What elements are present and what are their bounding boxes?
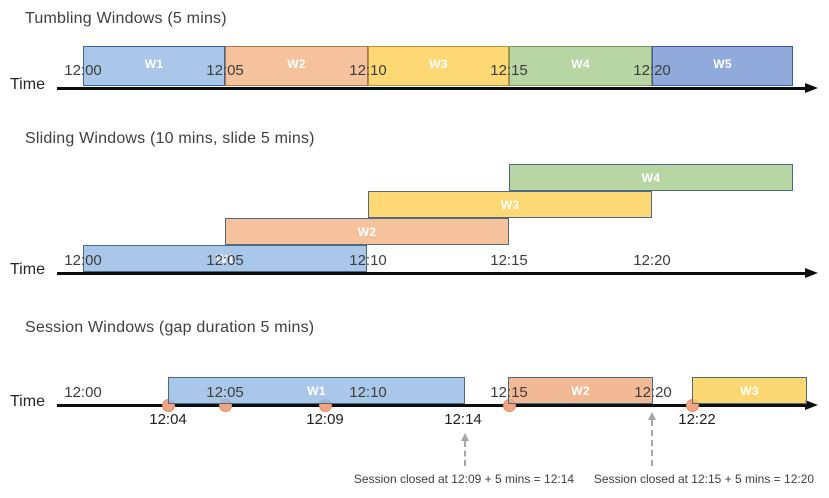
section-title-session: Session Windows (gap duration 5 mins) (25, 319, 315, 336)
window-label: W1 (215, 251, 235, 266)
axis-tick-label: 12:00 (64, 252, 102, 269)
dashed-arrow-head-icon (461, 433, 469, 441)
axis-tick-label: 12:20 (634, 384, 672, 401)
axis-tick-label: 12:10 (349, 252, 387, 269)
event-time-label: 12:14 (444, 411, 482, 428)
axis-tick-label: 12:05 (206, 252, 244, 269)
axis-tick-label: 12:15 (490, 252, 528, 269)
axis-tick-label: 12:00 (64, 384, 102, 401)
window-box-session-w2: W2 (508, 377, 653, 404)
tumbling-axis-arrowhead-icon (805, 83, 818, 93)
axis-tick-label: 12:20 (633, 252, 671, 269)
window-label: W4 (571, 57, 590, 71)
dashed-arrow-stem (464, 441, 466, 466)
window-label: W3 (429, 57, 448, 71)
window-box-sliding-w3: W3 (368, 191, 652, 218)
window-box-sliding-w2: W2 (225, 218, 509, 245)
axis-tick-label: 12:10 (349, 384, 387, 401)
section-title-sliding: Sliding Windows (10 mins, slide 5 mins) (25, 130, 315, 147)
axis-tick-label: 12:10 (349, 62, 387, 79)
axis-tick-label: 12:05 (206, 384, 244, 401)
window-label: W1 (144, 57, 164, 71)
window-box-session-w1: W1 (168, 377, 465, 404)
window-box-tumbling-w5: W5 (652, 46, 793, 86)
tumbling-time-axis-label: Time (10, 76, 45, 93)
event-time-label: 12:09 (306, 411, 344, 428)
window-label: W2 (287, 57, 306, 71)
tumbling-axis-line (57, 87, 805, 90)
window-box-tumbling-w1: W1 (83, 46, 225, 86)
axis-tick-label: 12:00 (64, 62, 102, 79)
window-box-sliding-w1: W1 (83, 245, 367, 272)
window-box-tumbling-w4: W4 (509, 46, 652, 86)
window-label: W2 (571, 383, 590, 398)
session-axis-line (57, 404, 805, 407)
window-box-session-w3: W3 (692, 377, 807, 404)
window-label: W5 (713, 57, 732, 71)
window-label: W1 (307, 383, 326, 398)
dashed-arrow-stem (651, 420, 653, 466)
sliding-axis-arrowhead-icon (805, 268, 818, 278)
axis-tick-label: 12:15 (490, 62, 528, 79)
axis-tick-label: 12:15 (490, 384, 528, 401)
dashed-arrow-head-icon (648, 412, 656, 420)
session-time-axis-label: Time (10, 393, 45, 410)
window-box-sliding-w4: W4 (509, 164, 793, 191)
window-box-tumbling-w2: W2 (225, 46, 368, 86)
window-label: W2 (357, 224, 377, 239)
sliding-time-axis-label: Time (10, 261, 45, 278)
sliding-axis-line (57, 272, 805, 275)
window-label: W4 (641, 170, 661, 185)
window-box-tumbling-w3: W3 (368, 46, 509, 86)
session-axis-arrowhead-icon (805, 400, 818, 410)
event-time-label: 12:22 (678, 411, 716, 428)
section-title-tumbling: Tumbling Windows (5 mins) (25, 10, 227, 27)
window-label: W3 (500, 197, 520, 212)
session-annotation: Session closed at 12:09 + 5 mins = 12:14 (353, 472, 575, 486)
session-annotation: Session closed at 12:15 + 5 mins = 12:20 (593, 472, 815, 486)
event-time-label: 12:04 (149, 411, 187, 428)
axis-tick-label: 12:05 (206, 62, 244, 79)
window-label: W3 (740, 383, 759, 398)
axis-tick-label: 12:20 (633, 62, 671, 79)
